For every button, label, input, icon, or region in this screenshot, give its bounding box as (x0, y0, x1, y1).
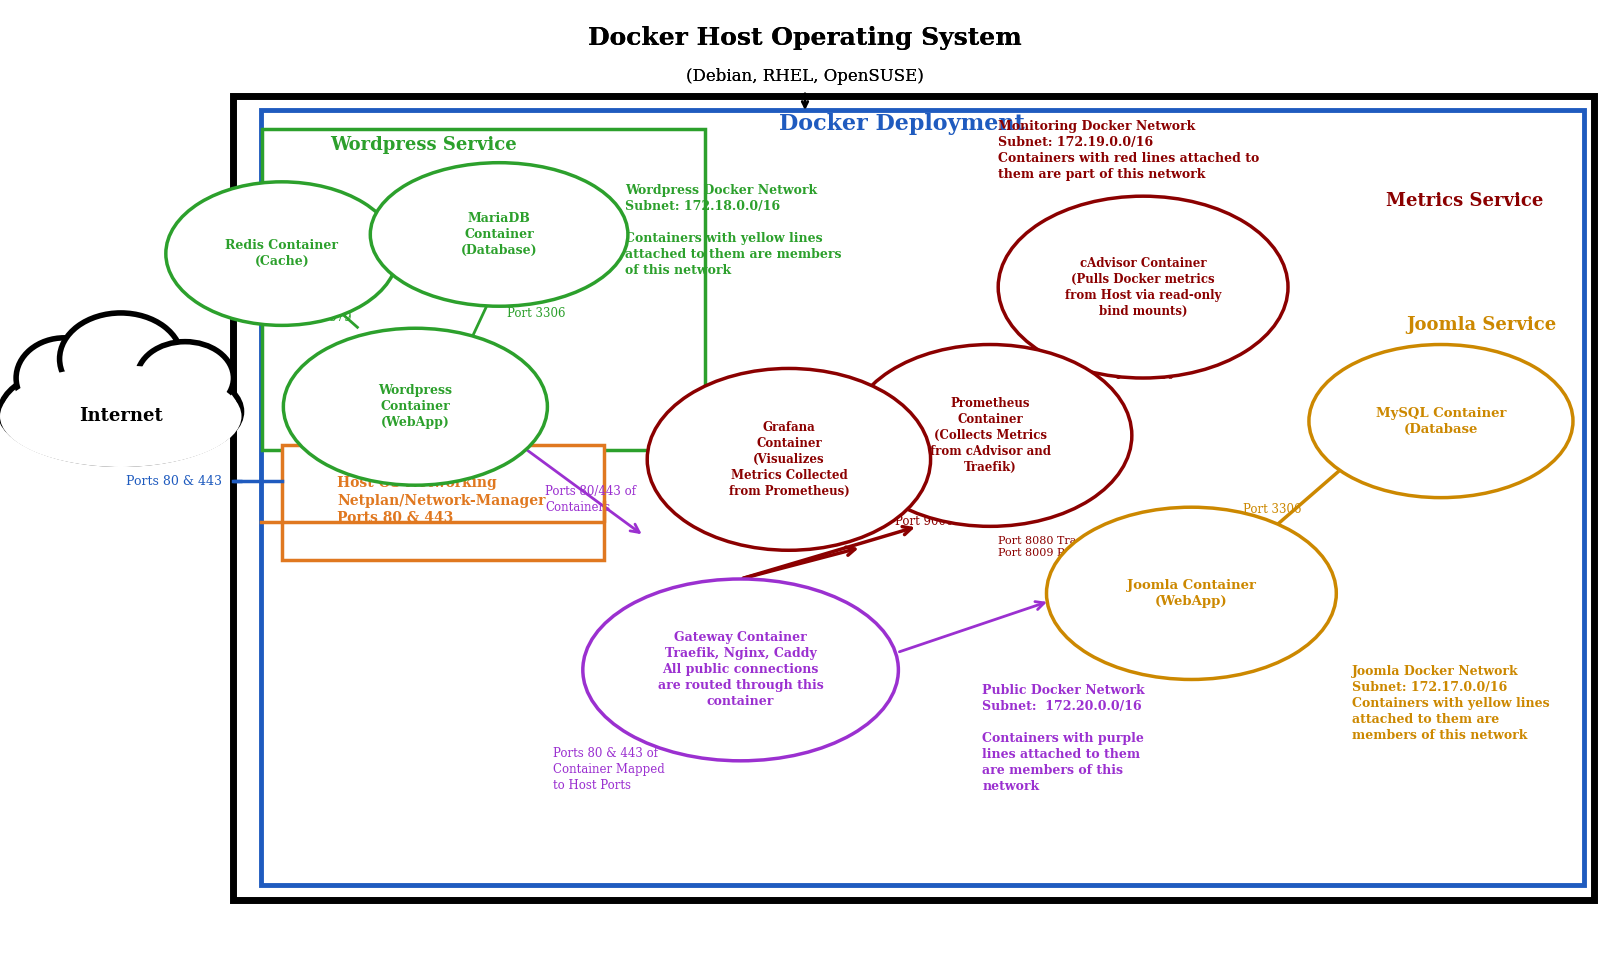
Text: cAdvisor Container
(Pulls Docker metrics
from Host via read-only
bind mounts): cAdvisor Container (Pulls Docker metrics… (1064, 256, 1222, 318)
Text: Prometheus
Container
(Collects Metrics
from cAdvisor and
Traefik): Prometheus Container (Collects Metrics f… (929, 397, 1051, 474)
Text: Docker Host Operating System: Docker Host Operating System (588, 26, 1022, 51)
Text: Gateway Container
Traefik, Nginx, Caddy
All public connections
are routed throug: Gateway Container Traefik, Nginx, Caddy … (658, 632, 823, 708)
Ellipse shape (0, 366, 242, 467)
Text: Joomla Docker Network
Subnet: 172.17.0.0/16
Containers with yellow lines
attache: Joomla Docker Network Subnet: 172.17.0.0… (1352, 665, 1550, 742)
Text: Grafana
Container
(Visualizes
Metrics Collected
from Prometheus): Grafana Container (Visualizes Metrics Co… (728, 421, 850, 498)
Text: Wordpress
Container
(WebApp): Wordpress Container (WebApp) (378, 384, 452, 430)
Ellipse shape (848, 345, 1132, 526)
Text: Port 8080 Traefik
Port 8009 Prometheus: Port 8080 Traefik Port 8009 Prometheus (998, 536, 1125, 558)
Text: Port 6379: Port 6379 (293, 311, 351, 324)
Text: (Debian, RHEL, OpenSUSE): (Debian, RHEL, OpenSUSE) (686, 68, 924, 85)
Text: Port 3306: Port 3306 (507, 307, 565, 321)
Ellipse shape (137, 342, 233, 414)
Text: Metrics Service: Metrics Service (1386, 192, 1544, 210)
Text: Port 9000: Port 9000 (895, 515, 953, 528)
Text: MariaDB
Container
(Database): MariaDB Container (Database) (460, 211, 538, 257)
Text: Monitoring Docker Network
Subnet: 172.19.0.0/16
Containers with red lines attach: Monitoring Docker Network Subnet: 172.19… (998, 120, 1259, 181)
Text: Host OS Networking
Netplan/Network-Manager
Ports 80 & 443: Host OS Networking Netplan/Network-Manag… (336, 477, 546, 524)
Text: Wordpress Service: Wordpress Service (330, 137, 517, 154)
Text: Internet: Internet (79, 408, 163, 425)
Text: Port 3306: Port 3306 (1243, 502, 1301, 516)
Ellipse shape (998, 196, 1288, 378)
Text: Docker Deployment: Docker Deployment (779, 114, 1024, 135)
Text: Ports 80 & 443 of
Container Mapped
to Host Ports: Ports 80 & 443 of Container Mapped to Ho… (552, 746, 665, 792)
Ellipse shape (60, 313, 182, 405)
Text: Docker Host Operating System: Docker Host Operating System (588, 26, 1022, 51)
Ellipse shape (583, 579, 898, 761)
Ellipse shape (647, 368, 931, 550)
Text: Ports 80/443 of
Containers: Ports 80/443 of Containers (546, 485, 636, 514)
Text: Joomla Container
(WebApp): Joomla Container (WebApp) (1127, 579, 1256, 608)
Text: Joomla Service: Joomla Service (1406, 317, 1557, 334)
Text: Port 8080: Port 8080 (1116, 368, 1174, 382)
Text: MySQL Container
(Database: MySQL Container (Database (1375, 407, 1507, 435)
Ellipse shape (16, 338, 113, 418)
Text: Ports 80 & 443: Ports 80 & 443 (126, 475, 222, 488)
Ellipse shape (166, 182, 398, 325)
Ellipse shape (0, 359, 242, 464)
FancyBboxPatch shape (282, 445, 604, 560)
Text: Wordpress Docker Network
Subnet: 172.18.0.0/16

Containers with yellow lines
att: Wordpress Docker Network Subnet: 172.18.… (625, 184, 840, 277)
Ellipse shape (1046, 507, 1336, 679)
FancyBboxPatch shape (261, 110, 1584, 885)
Text: Public Docker Network
Subnet:  172.20.0.0/16

Containers with purple
lines attac: Public Docker Network Subnet: 172.20.0.0… (982, 684, 1145, 793)
Ellipse shape (1309, 345, 1573, 498)
Ellipse shape (370, 163, 628, 306)
Text: Redis Container
(Cache): Redis Container (Cache) (225, 239, 338, 268)
Text: (Debian, RHEL, OpenSUSE): (Debian, RHEL, OpenSUSE) (686, 68, 924, 85)
Ellipse shape (283, 328, 547, 485)
FancyBboxPatch shape (233, 96, 1594, 900)
FancyBboxPatch shape (262, 129, 705, 450)
